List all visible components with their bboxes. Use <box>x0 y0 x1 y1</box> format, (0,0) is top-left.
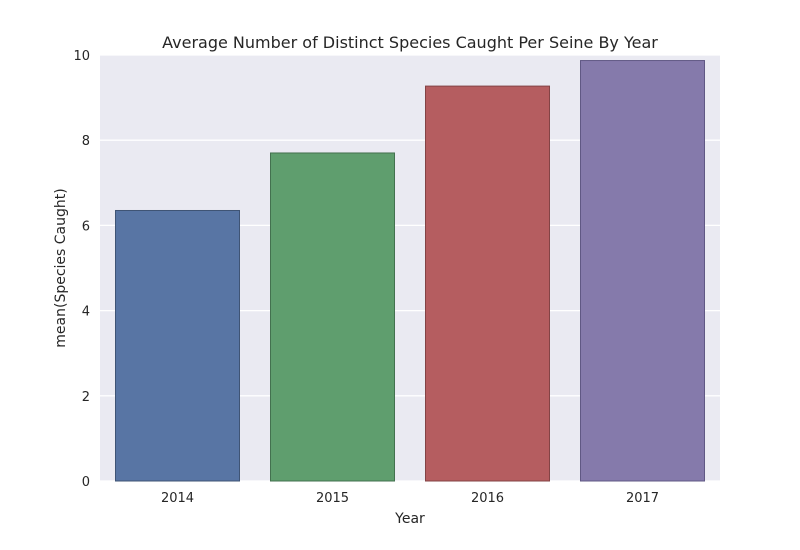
chart-title: Average Number of Distinct Species Caugh… <box>162 33 658 52</box>
bar-2016 <box>425 85 550 482</box>
x-tick-label-2015: 2015 <box>316 491 349 506</box>
y-tick-label-2: 2 <box>82 390 90 405</box>
x-tick-label-2016: 2016 <box>471 491 504 506</box>
bars <box>115 60 705 482</box>
bar-2014 <box>115 209 240 482</box>
x-axis-label: Year <box>394 511 425 527</box>
x-tick-label-2014: 2014 <box>161 491 194 506</box>
y-tick-label-10: 10 <box>73 49 90 64</box>
y-tick-label-0: 0 <box>82 475 90 490</box>
bar-2015 <box>270 152 395 482</box>
bar-2017 <box>580 60 705 482</box>
y-tick-label-4: 4 <box>82 305 90 320</box>
y-tick-label-6: 6 <box>82 219 90 234</box>
y-axis-label: mean(Species Caught) <box>53 188 69 347</box>
y-axis-ticks: 0 2 4 6 8 10 <box>73 49 90 490</box>
y-tick-label-8: 8 <box>82 134 90 149</box>
x-axis-ticks: 2014 2015 2016 2017 <box>161 491 659 506</box>
x-tick-label-2017: 2017 <box>626 491 659 506</box>
